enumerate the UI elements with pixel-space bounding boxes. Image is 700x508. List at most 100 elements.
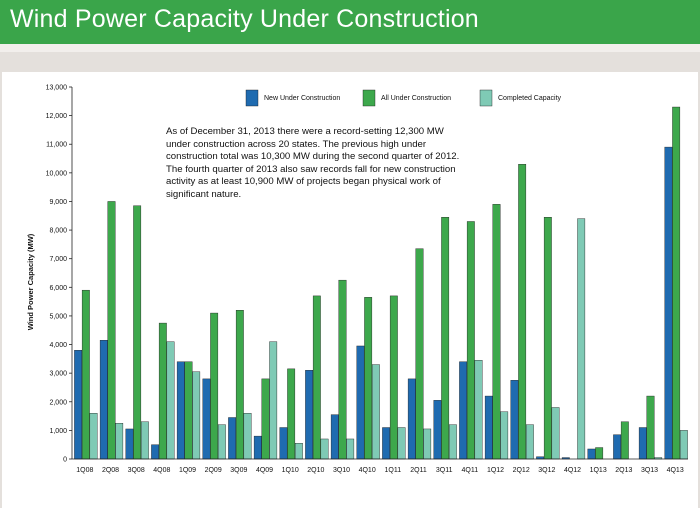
bar-all-4Q11 [466, 221, 475, 460]
x-tick-label: 4Q11 [462, 467, 479, 474]
bar-all-1Q09 [184, 361, 193, 460]
x-tick-label: 3Q08 [128, 467, 145, 474]
bar-completed-3Q09 [243, 413, 252, 460]
chart-annotation: As of December 31, 2013 there were a rec… [166, 126, 460, 200]
bar-all-1Q08 [81, 289, 90, 460]
bar-completed-2Q11 [423, 428, 432, 460]
y-tick-label: 3,000 [49, 371, 67, 378]
x-tick-label: 4Q08 [153, 467, 170, 474]
bar-new-3Q13 [638, 427, 647, 460]
x-tick-label: 2Q08 [102, 467, 119, 474]
bar-completed-4Q10 [371, 364, 380, 460]
x-tick-label: 1Q12 [487, 467, 504, 474]
bar-completed-1Q11 [397, 427, 406, 460]
bar-all-2Q09 [210, 312, 219, 460]
x-tick-label: 3Q09 [230, 467, 247, 474]
bar-completed-1Q10 [294, 443, 303, 460]
bar-completed-3Q11 [448, 424, 457, 460]
legend-swatch [245, 89, 259, 107]
bar-new-4Q13 [664, 146, 673, 460]
bar-completed-4Q12 [577, 218, 586, 460]
bar-new-3Q10 [330, 414, 339, 460]
bar-completed-4Q11 [474, 360, 483, 460]
x-tick-label: 2Q09 [205, 467, 222, 474]
bar-new-1Q10 [279, 427, 288, 460]
legend-swatch [479, 89, 493, 107]
bar-new-2Q10 [305, 370, 314, 460]
x-tick-label: 1Q10 [282, 467, 299, 474]
y-tick-label: 5,000 [49, 313, 67, 320]
bar-all-4Q10 [364, 297, 373, 460]
page-title: Wind Power Capacity Under Construction [10, 5, 479, 33]
bar-all-1Q11 [389, 295, 398, 460]
bar-new-3Q09 [228, 417, 237, 460]
bar-completed-4Q08 [166, 341, 175, 460]
legend-label: All Under Construction [381, 95, 451, 102]
y-tick-label: 1,000 [49, 428, 67, 435]
bar-all-2Q10 [312, 295, 321, 460]
x-tick-label: 2Q10 [307, 467, 324, 474]
y-tick-label: 2,000 [49, 399, 67, 406]
bar-completed-2Q10 [320, 438, 329, 460]
bar-completed-3Q12 [551, 407, 560, 460]
bar-new-4Q09 [253, 435, 262, 460]
bar-new-4Q11 [459, 361, 468, 460]
y-tick-label: 7,000 [49, 256, 67, 263]
bar-completed-1Q09 [192, 371, 201, 460]
x-axis: 1Q08 2Q08 3Q08 4Q08 1Q09 2Q09 3Q09 4Q09 1Q10 2Q10… [72, 458, 688, 474]
y-tick-label: 8,000 [49, 228, 67, 235]
bar-completed-1Q12 [500, 411, 509, 460]
y-tick-label: 9,000 [49, 199, 67, 206]
x-tick-label: 2Q12 [513, 467, 530, 474]
x-tick-label: 4Q13 [667, 467, 684, 474]
x-tick-label: 4Q12 [564, 467, 581, 474]
y-tick-label: 13,000 [46, 85, 68, 92]
y-tick-label: 10,000 [46, 170, 68, 177]
bar-new-2Q11 [407, 378, 416, 460]
bar-new-1Q11 [382, 427, 391, 460]
bar-completed-4Q13 [679, 430, 688, 460]
x-tick-label: 4Q10 [359, 467, 376, 474]
bar-all-4Q08 [158, 322, 167, 460]
y-tick-label: 0 [63, 457, 67, 464]
bar-new-1Q08 [74, 350, 83, 460]
bar-completed-3Q08 [140, 421, 149, 460]
x-tick-label: 1Q13 [590, 467, 607, 474]
bar-all-2Q08 [107, 201, 116, 460]
y-axis-label: Wind Power Capacity (MW) [26, 233, 35, 330]
bar-new-1Q13 [587, 448, 596, 460]
y-tick-label: 12,000 [46, 113, 68, 120]
bar-new-4Q08 [151, 444, 160, 460]
x-tick-label: 1Q08 [76, 467, 93, 474]
bar-new-3Q11 [433, 400, 442, 460]
x-tick-label: 3Q13 [641, 467, 658, 474]
x-tick-label: 4Q09 [256, 467, 273, 474]
bar-all-3Q12 [543, 216, 552, 460]
bar-all-1Q10 [287, 368, 296, 460]
x-tick-label: 3Q11 [436, 467, 453, 474]
y-tick-label: 11,000 [46, 142, 67, 149]
legend-swatch [362, 89, 376, 107]
bars [74, 106, 688, 460]
x-tick-label: 1Q11 [385, 467, 402, 474]
bar-all-3Q08 [133, 205, 142, 460]
bar-all-2Q12 [518, 164, 527, 460]
bar-completed-4Q09 [269, 341, 278, 460]
x-tick-label: 2Q11 [410, 467, 427, 474]
bar-all-3Q13 [646, 395, 655, 460]
y-axis: 0 1,000 2,000 3,000 4,000 5,000 6,000 7,000 8,00… [46, 85, 73, 464]
bar-new-4Q10 [356, 345, 365, 460]
y-tick-label: 4,000 [49, 342, 67, 349]
x-tick-label: 3Q10 [333, 467, 350, 474]
x-tick-label: 3Q12 [538, 467, 555, 474]
bar-new-2Q12 [510, 380, 519, 460]
bar-all-4Q09 [261, 378, 270, 460]
bar-all-3Q10 [338, 279, 347, 460]
bar-new-2Q08 [99, 340, 108, 460]
bar-all-1Q12 [492, 204, 501, 460]
legend-label: New Under Construction [264, 95, 340, 102]
bar-completed-2Q08 [115, 423, 124, 460]
legend-label: Completed Capacity [498, 95, 562, 102]
y-tick-label: 6,000 [49, 285, 67, 292]
